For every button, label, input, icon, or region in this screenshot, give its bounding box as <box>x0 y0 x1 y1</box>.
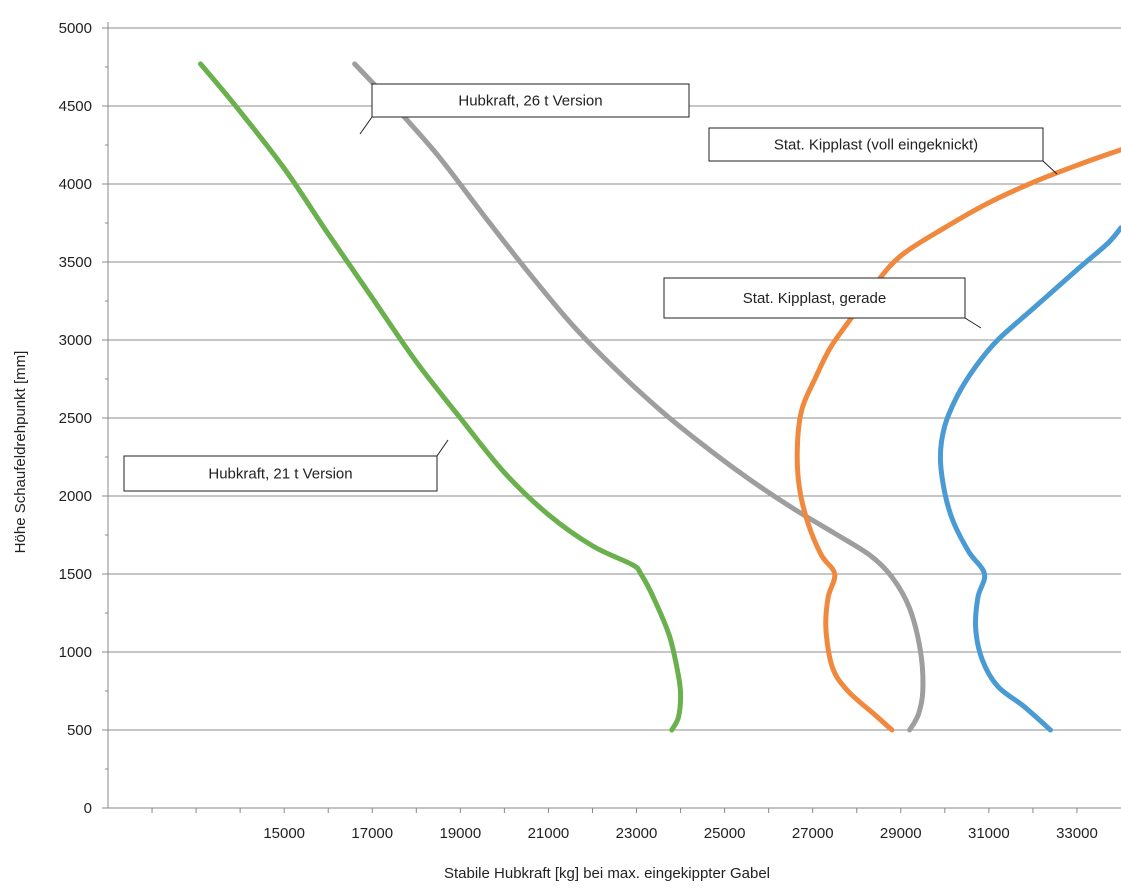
annotation-label: Stat. Kipplast (voll eingeknickt) <box>774 137 978 154</box>
annotation-callout: Hubkraft, 21 t Version <box>123 439 449 492</box>
axes <box>107 22 1121 809</box>
y-tick-label: 3500 <box>59 254 92 271</box>
series-line-0 <box>198 61 684 733</box>
annotation-callout: Stat. Kipplast, gerade <box>663 277 982 329</box>
y-tick-label: 3000 <box>59 332 92 349</box>
y-tick-label: 0 <box>84 800 92 817</box>
annotation-label: Hubkraft, 26 t Version <box>458 93 602 110</box>
annotation-callout: Stat. Kipplast (voll eingeknickt) <box>708 127 1058 175</box>
x-tick-label: 23000 <box>616 825 658 842</box>
series-lines <box>198 61 1121 733</box>
y-axis-title: Höhe Schaufeldrehpunkt [mm] <box>12 351 29 554</box>
annotation-callout: Hubkraft, 26 t Version <box>359 83 690 135</box>
y-tick-label: 1500 <box>59 566 92 583</box>
annotation-box <box>663 277 966 319</box>
x-axis-title: Stabile Hubkraft [kg] bei max. eingekipp… <box>444 865 770 882</box>
x-tick-labels: 15000 17000 19000 21000 23000 25000 27000 29000… <box>263 825 1098 842</box>
annotation-box <box>371 83 690 118</box>
x-tick-label: 15000 <box>263 825 305 842</box>
y-tick-label: 2000 <box>59 488 92 505</box>
annotation-leader-line <box>436 439 449 457</box>
annotation-label: Stat. Kipplast, gerade <box>743 290 886 307</box>
annotation-box <box>708 127 1044 162</box>
annotation-box <box>123 455 438 492</box>
x-tick-label: 21000 <box>528 825 570 842</box>
series-line-2 <box>794 147 1121 733</box>
x-tick-label: 19000 <box>439 825 481 842</box>
x-tick-label: 25000 <box>704 825 746 842</box>
x-tick-label: 33000 <box>1056 825 1098 842</box>
x-tick-label: 17000 <box>351 825 393 842</box>
y-tick-label: 4000 <box>59 176 92 193</box>
annotation-leader-line <box>1042 160 1058 175</box>
y-tick-labels: 0 500 1000 1500 2000 2500 3000 3500 4000 4500 5000 <box>59 20 92 817</box>
y-tick-label: 500 <box>67 722 92 739</box>
annotation-leader-line <box>359 116 373 135</box>
annotation-leader-line <box>964 317 982 329</box>
y-tick-label: 4500 <box>59 98 92 115</box>
annotations: Hubkraft, 26 t Version Stat. Kipplast (vo… <box>123 83 1058 492</box>
x-tick-label: 31000 <box>968 825 1010 842</box>
y-tick-label: 2500 <box>59 410 92 427</box>
annotation-label: Hubkraft, 21 t Version <box>208 466 352 483</box>
y-tick-label: 1000 <box>59 644 92 661</box>
series-line-1 <box>352 61 926 733</box>
y-tick-label: 5000 <box>59 20 92 37</box>
series-line-3 <box>937 225 1121 733</box>
gridlines <box>102 27 1121 813</box>
x-tick-label: 27000 <box>792 825 834 842</box>
x-tick-label: 29000 <box>880 825 922 842</box>
